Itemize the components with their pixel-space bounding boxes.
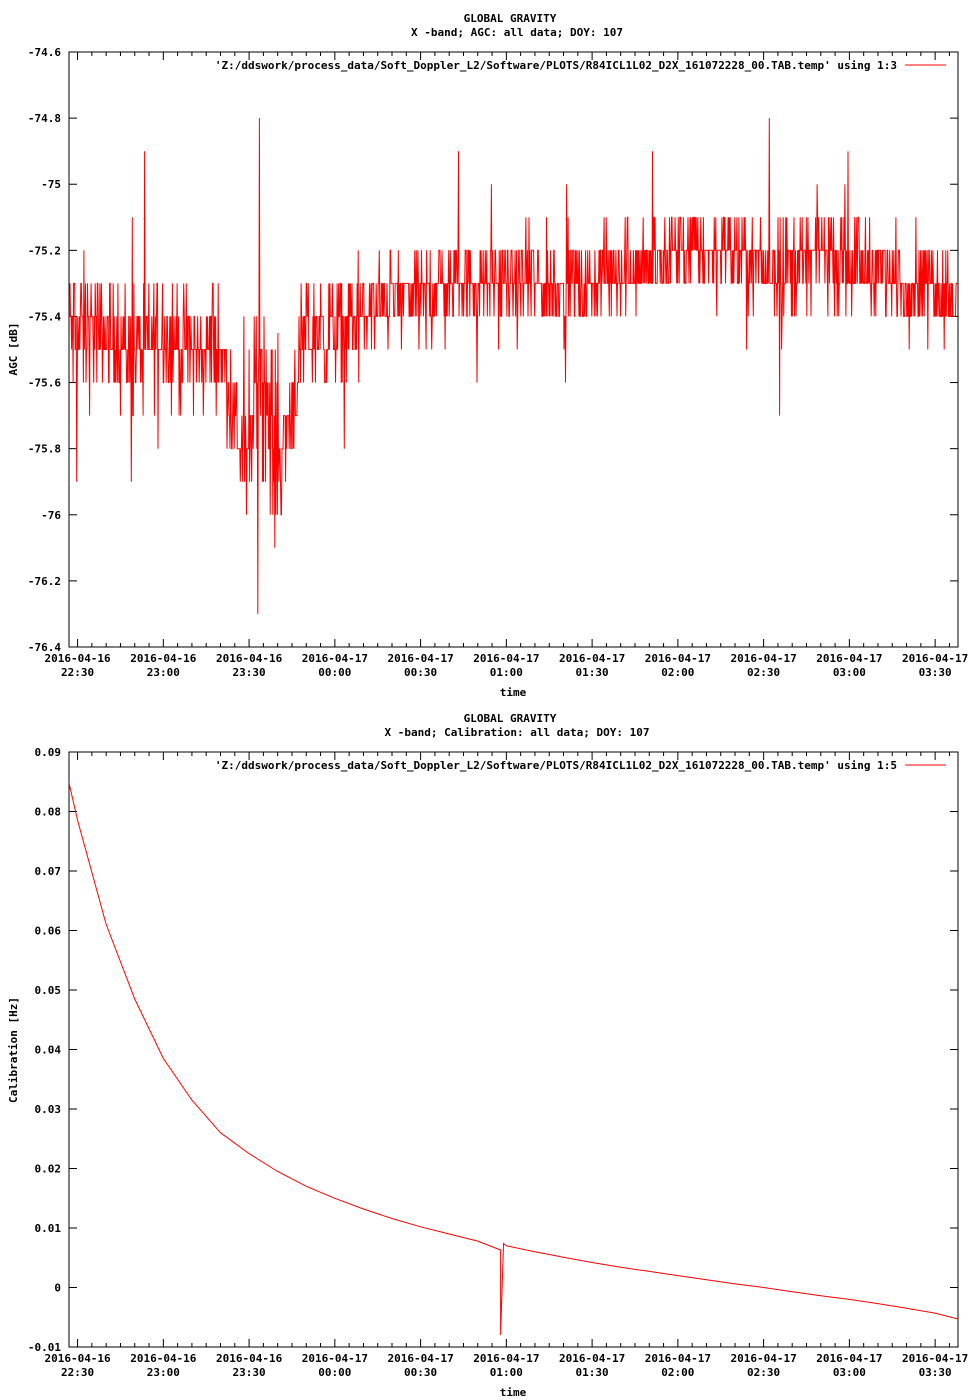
x-tick-date: 2016-04-17 [302,652,368,665]
x-tick-time: 02:00 [661,1366,694,1379]
x-tick-date: 2016-04-17 [731,652,797,665]
y-tick-label: 0.07 [35,865,62,878]
series-line [69,118,958,614]
y-tick-label: -74.6 [28,46,61,59]
y-tick-label: -0.01 [28,1341,61,1354]
x-tick-date: 2016-04-17 [473,652,539,665]
x-ticks: 2016-04-1622:302016-04-1623:002016-04-16… [44,52,968,679]
y-tick-label: 0.09 [35,746,62,759]
x-tick-date: 2016-04-17 [731,1352,797,1365]
legend-label: 'Z:/ddswork/process_data/Soft_Doppler_L2… [215,59,897,72]
x-axis-label: time [500,1386,527,1399]
x-tick-time: 01:30 [576,1366,609,1379]
y-tick-label: -76.2 [28,575,61,588]
x-tick-time: 00:30 [404,666,437,679]
x-tick-time: 02:30 [747,1366,780,1379]
x-tick-time: 02:30 [747,666,780,679]
chart-title: GLOBAL GRAVITY [464,12,557,25]
x-axis-label: time [500,686,527,699]
x-tick-time: 03:30 [919,1366,952,1379]
x-tick-date: 2016-04-16 [44,1352,111,1365]
x-tick-date: 2016-04-17 [559,1352,625,1365]
x-tick-time: 23:00 [147,666,180,679]
x-tick-time: 00:30 [404,1366,437,1379]
legend: 'Z:/ddswork/process_data/Soft_Doppler_L2… [215,759,946,772]
legend: 'Z:/ddswork/process_data/Soft_Doppler_L2… [215,59,946,72]
x-tick-date: 2016-04-17 [816,1352,882,1365]
x-tick-date: 2016-04-16 [130,652,197,665]
y-tick-label: -74.8 [28,112,61,125]
calibration-chart: GLOBAL GRAVITY X -band; Calibration: all… [7,712,968,1399]
x-tick-date: 2016-04-17 [473,1352,539,1365]
legend-label: 'Z:/ddswork/process_data/Soft_Doppler_L2… [215,759,897,772]
y-tick-label: 0.06 [35,925,62,938]
x-tick-time: 01:30 [576,666,609,679]
x-tick-date: 2016-04-16 [130,1352,197,1365]
x-tick-date: 2016-04-17 [645,652,711,665]
x-tick-time: 00:00 [318,666,351,679]
chart-subtitle: X -band; AGC: all data; DOY: 107 [411,26,623,39]
y-tick-label: -75.8 [28,443,61,456]
y-axis-label: AGC [dB] [7,323,20,376]
x-tick-time: 23:00 [147,1366,180,1379]
y-tick-label: 0.08 [35,806,62,819]
x-tick-date: 2016-04-16 [44,652,111,665]
y-tick-label: 0.03 [35,1103,62,1116]
y-tick-label: -75.2 [28,244,61,257]
x-tick-time: 23:30 [233,1366,266,1379]
x-tick-date: 2016-04-17 [902,652,968,665]
y-tick-label: -75.6 [28,377,61,390]
x-tick-time: 02:00 [661,666,694,679]
y-tick-label: -76.4 [28,641,61,654]
chart-subtitle: X -band; Calibration: all data; DOY: 107 [385,726,650,739]
y-tick-label: 0.05 [35,984,62,997]
y-tick-label: 0.01 [35,1222,62,1235]
x-tick-date: 2016-04-16 [216,1352,283,1365]
y-ticks: 0.09 0.08 0.07 0.06 0.05 0.04 0.03 0.02 0.01 0 -0.… [28,746,958,1354]
x-tick-date: 2016-04-17 [816,652,882,665]
chart-title: GLOBAL GRAVITY [464,712,557,725]
x-tick-date: 2016-04-17 [387,1352,453,1365]
series-line [68,782,959,1336]
x-tick-date: 2016-04-17 [902,1352,968,1365]
y-tick-label: 0.04 [35,1044,62,1057]
plot-frame [68,751,959,1348]
y-tick-label: 0 [54,1282,61,1295]
y-tick-label: -75 [41,178,61,191]
x-ticks: 2016-04-1622:302016-04-1623:002016-04-16… [44,752,968,1379]
x-tick-date: 2016-04-17 [387,652,453,665]
x-tick-time: 03:00 [833,1366,866,1379]
x-tick-date: 2016-04-16 [216,652,283,665]
x-tick-time: 03:30 [919,666,952,679]
y-tick-label: -76 [41,509,61,522]
x-tick-time: 22:30 [61,1366,94,1379]
x-tick-time: 01:00 [490,666,523,679]
x-tick-time: 03:00 [833,666,866,679]
x-tick-date: 2016-04-17 [302,1352,368,1365]
x-tick-date: 2016-04-17 [645,1352,711,1365]
y-tick-label: 0.02 [35,1163,62,1176]
x-tick-time: 23:30 [233,666,266,679]
agc-chart: GLOBAL GRAVITY X -band; AGC: all data; D… [7,12,968,699]
y-tick-label: -75.4 [28,310,61,323]
plot-frame [68,51,959,648]
y-axis-label: Calibration [Hz] [7,997,20,1103]
x-tick-time: 01:00 [490,1366,523,1379]
x-tick-time: 00:00 [318,1366,351,1379]
x-tick-time: 22:30 [61,666,94,679]
x-tick-date: 2016-04-17 [559,652,625,665]
